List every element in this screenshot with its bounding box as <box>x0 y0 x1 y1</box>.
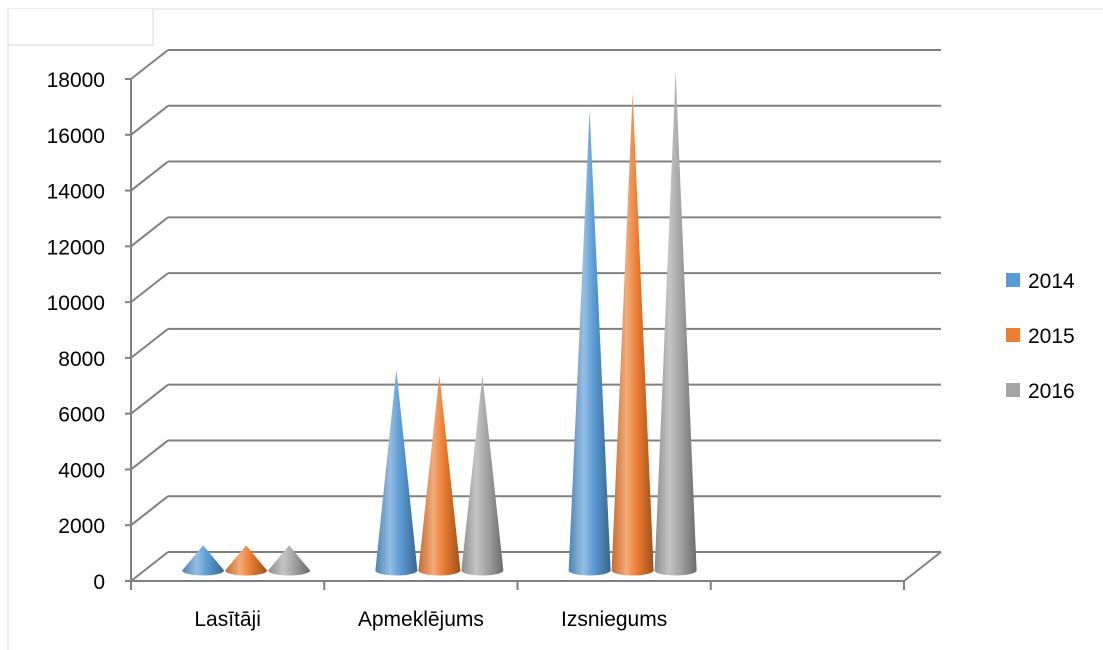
floor-right-edge <box>903 551 942 582</box>
cone-2015-0 <box>225 545 268 576</box>
category-label: Izsniegums <box>561 608 667 631</box>
chart-border <box>7 8 1103 650</box>
y-tick-label: 4000 <box>58 459 105 482</box>
legend-swatch <box>1006 383 1020 397</box>
cone-2016-1 <box>461 375 504 576</box>
cone-2016-2 <box>654 71 697 576</box>
y-tick-label: 12000 <box>47 236 105 259</box>
category-labels: Lasītāji Apmeklējums Izsniegums <box>194 608 667 631</box>
side-gridline <box>130 272 169 303</box>
side-gridline <box>130 160 169 192</box>
side-gridline <box>130 551 169 582</box>
cone-2014-2 <box>568 110 611 576</box>
side-gridline <box>130 104 169 136</box>
cone-2015-2 <box>611 93 654 576</box>
side-gridline <box>130 495 169 527</box>
y-tick-label: 10000 <box>47 292 105 315</box>
side-gridline <box>130 49 169 80</box>
y-tick-label: 18000 <box>47 69 105 92</box>
y-tick-label: 8000 <box>58 348 105 371</box>
side-gridline <box>130 328 169 359</box>
gridlines <box>130 49 941 582</box>
legend-label: 2016 <box>1028 380 1075 403</box>
data-cones <box>182 71 697 576</box>
y-tick-label: 6000 <box>58 404 105 427</box>
legend-label: 2014 <box>1028 270 1075 293</box>
y-tick-label: 14000 <box>47 181 105 204</box>
cone-2014-1 <box>375 369 418 576</box>
cone-2015-1 <box>418 375 461 576</box>
cone-2016-0 <box>268 545 311 576</box>
legend-label: 2015 <box>1028 325 1075 348</box>
y-tick-labels: 0 2000 4000 6000 8000 10000 12000 14000 16000 180… <box>47 69 105 594</box>
category-label: Apmeklējums <box>358 608 484 631</box>
legend: 2014 2015 2016 <box>1006 270 1075 403</box>
category-label: Lasītāji <box>194 608 261 631</box>
y-tick-label: 2000 <box>58 515 105 538</box>
y-tick-label: 0 <box>93 571 105 594</box>
side-gridline <box>130 216 169 248</box>
legend-swatch <box>1006 273 1020 287</box>
title-placeholder-box <box>7 9 154 46</box>
legend-swatch <box>1006 328 1020 342</box>
y-tick-label: 16000 <box>47 125 105 148</box>
axes <box>125 78 942 590</box>
side-gridline <box>130 383 169 415</box>
cone-2014-0 <box>182 545 225 576</box>
side-gridline <box>130 439 169 471</box>
